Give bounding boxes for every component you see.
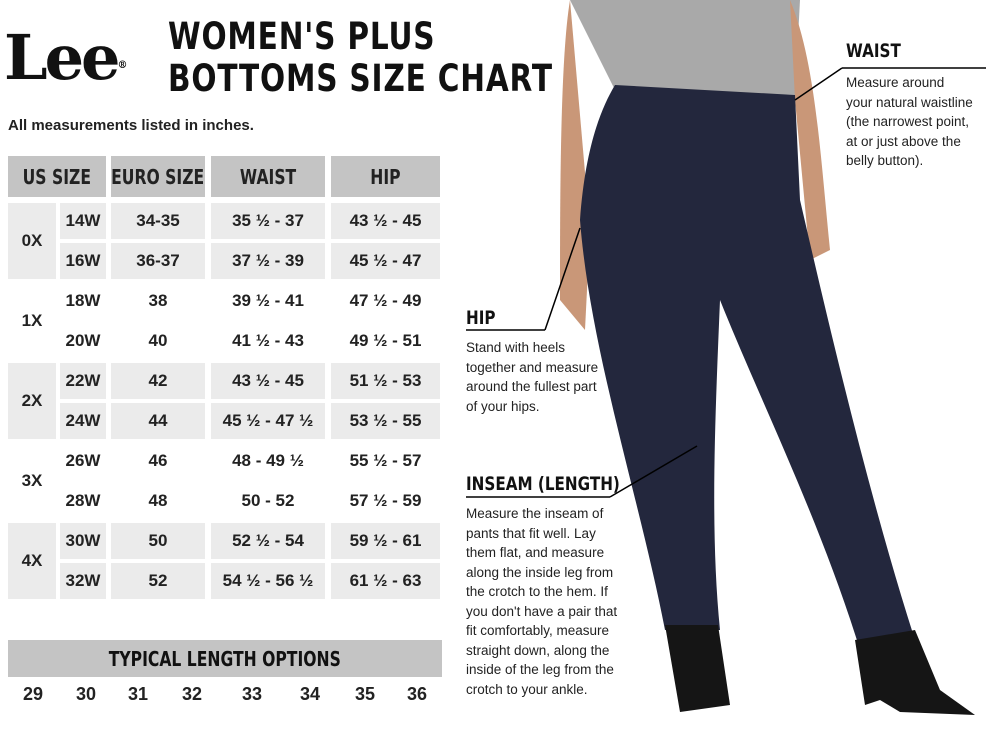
us-size-cell: 20W xyxy=(65,331,101,350)
inseam-instructions: Measure the inseam of pants that fit well… xyxy=(466,504,617,699)
hip-instructions: Stand with heels together and measure arou… xyxy=(466,338,598,416)
instruction-line: belly button). xyxy=(846,153,924,168)
group-size-cell: 2X xyxy=(8,363,56,439)
inseam-leader-line xyxy=(609,445,698,498)
us-size-cell: 30W xyxy=(60,523,106,559)
hip-cell: 57 ½ - 59 xyxy=(349,491,422,510)
instruction-line: together and measure xyxy=(466,359,599,375)
hip-cell: 53 ½ - 55 xyxy=(331,403,440,439)
waist-cell: 43 ½ - 45 xyxy=(211,363,325,399)
instruction-line: of your hips. xyxy=(466,398,540,414)
page-title: WOMEN'S PLUS BOTTOMS SIZE CHART xyxy=(168,15,553,100)
euro-size-cell: 44 xyxy=(111,403,205,439)
waist-cell: 41 ½ - 43 xyxy=(232,331,304,350)
euro-size-cell: 50 xyxy=(111,523,205,559)
column-header: HIP xyxy=(331,156,440,197)
waist-title: WAIST xyxy=(846,40,901,62)
length-option: 31 xyxy=(127,684,149,704)
euro-size-cell: 52 xyxy=(111,563,205,599)
inseam-title: INSEAM (LENGTH) xyxy=(466,473,620,495)
waist-leader-line xyxy=(794,67,843,101)
waist-cell: 35 ½ - 37 xyxy=(211,203,325,239)
waist-instructions: Measure around your natural waistline (the… xyxy=(846,73,973,171)
instruction-line: your natural waistline xyxy=(846,94,973,110)
column-header: EURO SIZE xyxy=(111,156,205,197)
instruction-line: at or just above the xyxy=(846,133,961,149)
hip-cell: 45 ½ - 47 xyxy=(331,243,440,279)
waist-cell: 50 - 52 xyxy=(241,491,295,510)
hip-cell: 61 ½ - 63 xyxy=(331,563,440,599)
instruction-line: you don't have a pair that xyxy=(466,603,618,619)
instruction-line: straight down, along the xyxy=(466,642,610,658)
us-size-cell: 22W xyxy=(60,363,106,399)
length-option: 33 xyxy=(241,684,263,704)
us-size-cell: 14W xyxy=(60,203,106,239)
waist-cell: 54 ½ - 56 ½ xyxy=(211,563,325,599)
length-option: 30 xyxy=(75,684,97,704)
hip-cell: 43 ½ - 45 xyxy=(331,203,440,239)
hip-cell: 47 ½ - 49 xyxy=(349,291,422,310)
instruction-line: them flat, and measure xyxy=(466,545,605,560)
instruction-line: Measure around xyxy=(846,75,945,90)
us-size-cell: 24W xyxy=(60,403,106,439)
hip-title: HIP xyxy=(466,307,496,329)
instruction-line: Measure the inseam of xyxy=(466,506,604,521)
euro-size-cell: 34-35 xyxy=(111,203,205,239)
hip-cell: 49 ½ - 51 xyxy=(349,331,422,350)
group-size-cell: 4X xyxy=(8,523,56,599)
instruction-line: crotch to your ankle. xyxy=(466,681,588,697)
instruction-line: (the narrowest point, xyxy=(846,114,970,129)
group-size-cell: 0X xyxy=(8,203,56,279)
us-size-cell: 28W xyxy=(65,491,101,510)
instruction-line: the crotch to the hem. If xyxy=(466,584,608,599)
lee-logo: Lee® xyxy=(4,21,128,94)
euro-size-cell: 40 xyxy=(148,331,168,350)
hip-cell: 59 ½ - 61 xyxy=(331,523,440,559)
hip-leader-line xyxy=(544,227,581,331)
euro-size-cell: 46 xyxy=(148,451,168,470)
us-size-cell: 18W xyxy=(65,291,101,310)
column-header: WAIST xyxy=(211,156,325,197)
waist-cell: 39 ½ - 41 xyxy=(232,291,304,310)
length-option: 35 xyxy=(354,684,376,704)
euro-size-cell: 48 xyxy=(148,491,168,510)
length-option: 32 xyxy=(181,684,203,704)
hip-cell: 51 ½ - 53 xyxy=(331,363,440,399)
waist-cell: 37 ½ - 39 xyxy=(211,243,325,279)
length-option: 29 xyxy=(22,684,44,704)
instruction-line: inside of the leg from the xyxy=(466,662,614,677)
length-options-header: TYPICAL LENGTH OPTIONS xyxy=(8,640,442,677)
length-option: 36 xyxy=(406,684,428,704)
instruction-line: fit comfortably, measure xyxy=(466,623,610,638)
instruction-line: pants that fit well. Lay xyxy=(466,525,596,541)
instruction-line: Stand with heels xyxy=(466,340,566,355)
us-size-cell: 26W xyxy=(65,451,101,470)
euro-size-cell: 42 xyxy=(111,363,205,399)
length-option: 34 xyxy=(299,684,321,704)
waist-cell: 48 - 49 ½ xyxy=(232,451,304,470)
units-note: All measurements listed in inches. xyxy=(8,117,254,134)
waist-cell: 52 ½ - 54 xyxy=(211,523,325,559)
instruction-line: around the fullest part xyxy=(466,379,597,394)
hip-cell: 55 ½ - 57 xyxy=(349,451,422,470)
column-header: US SIZE xyxy=(8,156,106,197)
group-size-cell: 1X xyxy=(21,311,43,330)
waist-cell: 45 ½ - 47 ½ xyxy=(211,403,325,439)
euro-size-cell: 36-37 xyxy=(111,243,205,279)
group-size-cell: 3X xyxy=(21,471,43,490)
us-size-cell: 16W xyxy=(60,243,106,279)
instruction-line: along the inside leg from xyxy=(466,564,614,580)
euro-size-cell: 38 xyxy=(148,291,168,310)
us-size-cell: 32W xyxy=(60,563,106,599)
